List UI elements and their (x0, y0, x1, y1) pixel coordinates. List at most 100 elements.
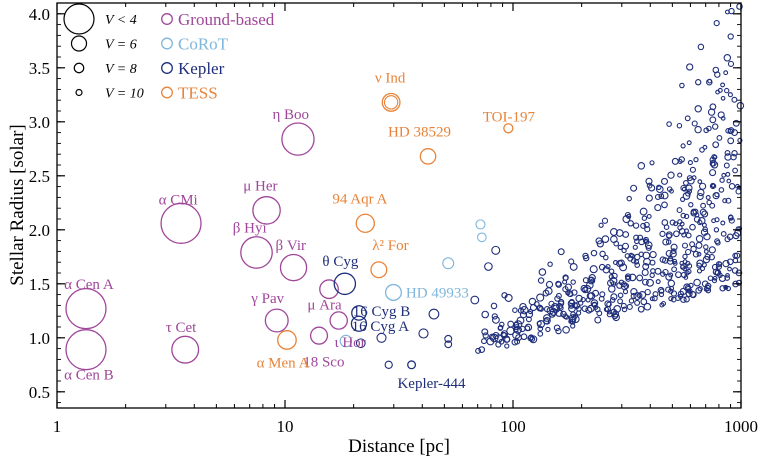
kepler-field-star (633, 234, 640, 241)
kepler-field-star (655, 279, 661, 285)
kepler-field-star (554, 295, 561, 302)
kepler-field-star (666, 121, 672, 127)
kepler-field-star (665, 239, 672, 245)
kepler-field-star (581, 286, 589, 294)
kepler-field-star (665, 249, 673, 257)
kepler-field-star (668, 272, 674, 278)
kepler-field-star (723, 285, 728, 289)
kepler-field-star (713, 20, 720, 27)
kepler-field-star (569, 262, 578, 271)
kepler-field-star (679, 260, 685, 266)
star-point (442, 257, 455, 270)
kepler-field-star (617, 292, 624, 299)
kepler-field-star (683, 275, 689, 280)
kepler-field-points (475, 3, 745, 354)
kepler-field-star (681, 242, 689, 249)
kepler-field-star (482, 332, 489, 339)
kepler-field-star (705, 287, 712, 294)
kepler-field-star (646, 182, 653, 189)
star-label-16-cyg-b: 16 Cyg B (353, 304, 411, 320)
kepler-field-star (481, 338, 487, 345)
kepler-field-star (703, 233, 711, 241)
size-legend-label: V = 8 (105, 62, 137, 77)
kepler-field-star (525, 310, 534, 319)
kepler-field-star (721, 172, 727, 178)
kepler-field-star (617, 298, 624, 305)
kepler-field-star (711, 278, 718, 284)
series-legend-marker-corot (161, 37, 173, 50)
kepler-field-star (695, 235, 704, 243)
kepler-field-star (727, 266, 732, 272)
kepler-field-star (735, 188, 742, 195)
star-label-94-aqr-a: 94 Aqr A (332, 191, 387, 207)
kepler-field-star (684, 228, 689, 234)
y-axis-label: Stellar Radius [solar] (7, 124, 28, 285)
kepler-field-star (591, 301, 598, 308)
kepler-field-star (707, 275, 714, 281)
kepler-field-star (621, 242, 630, 250)
star-point-her (252, 196, 281, 225)
kepler-field-star (562, 274, 569, 281)
star-point-ara (319, 279, 339, 300)
kepler-field-star (725, 197, 732, 204)
kepler-field-star (478, 346, 486, 353)
series-legend-label-ground-based: Ground-based (178, 10, 275, 29)
kepler-field-star (590, 249, 598, 257)
kepler-field-star (683, 296, 690, 303)
kepler-field-star (545, 280, 554, 289)
kepler-field-star (709, 202, 716, 209)
kepler-field-star (617, 244, 623, 250)
kepler-field-star (608, 274, 614, 280)
star-point-ind (381, 92, 401, 112)
kepler-field-star (679, 82, 685, 89)
kepler-field-star (644, 241, 653, 249)
kepler-field-star (689, 290, 697, 298)
x-tick-label: 100 (500, 417, 526, 436)
kepler-field-star (481, 328, 489, 336)
kepler-field-star (668, 295, 674, 302)
kepler-field-star (627, 220, 634, 227)
kepler-field-star (718, 187, 725, 193)
kepler-field-star (658, 193, 665, 200)
size-legend-label: V = 10 (105, 87, 144, 102)
kepler-field-star (628, 298, 635, 304)
star-label-ind: ν Ind (375, 71, 406, 87)
kepler-field-star (594, 316, 602, 324)
kepler-field-star (626, 303, 633, 310)
x-tick-label: 1 (53, 417, 62, 436)
x-tick-label: 1000 (724, 417, 758, 436)
kepler-field-star (492, 331, 500, 340)
kepler-field-star (525, 316, 532, 323)
kepler-field-star (682, 253, 688, 260)
series-legend-marker-tess (161, 86, 173, 99)
star-point (491, 245, 501, 255)
kepler-field-star (714, 217, 720, 223)
kepler-field-star (727, 92, 733, 98)
kepler-field-star (632, 222, 640, 229)
kepler-field-star (685, 190, 691, 197)
kepler-field-star (727, 33, 734, 40)
kepler-field-star (512, 321, 520, 329)
kepler-field-star (504, 336, 511, 343)
kepler-field-star (679, 287, 687, 296)
kepler-field-star (515, 334, 523, 342)
kepler-field-star (630, 184, 638, 192)
kepler-field-star (562, 313, 568, 319)
kepler-field-star (528, 334, 535, 341)
kepler-field-star (737, 137, 743, 143)
kepler-field-star (663, 224, 670, 230)
kepler-field-star (590, 299, 599, 307)
kepler-field-star (598, 295, 605, 302)
kepler-field-star (667, 279, 676, 288)
kepler-field-star (724, 149, 731, 156)
kepler-field-star (698, 182, 707, 190)
kepler-field-star (675, 295, 681, 301)
star-label-18-sco: 18 Sco (303, 355, 344, 371)
kepler-field-star (645, 194, 653, 202)
kepler-field-star (557, 300, 565, 307)
kepler-field-star (691, 120, 698, 127)
kepler-field-star (623, 283, 630, 289)
kepler-field-star (649, 160, 655, 166)
kepler-field-star (548, 300, 555, 307)
kepler-field-star (610, 293, 618, 301)
